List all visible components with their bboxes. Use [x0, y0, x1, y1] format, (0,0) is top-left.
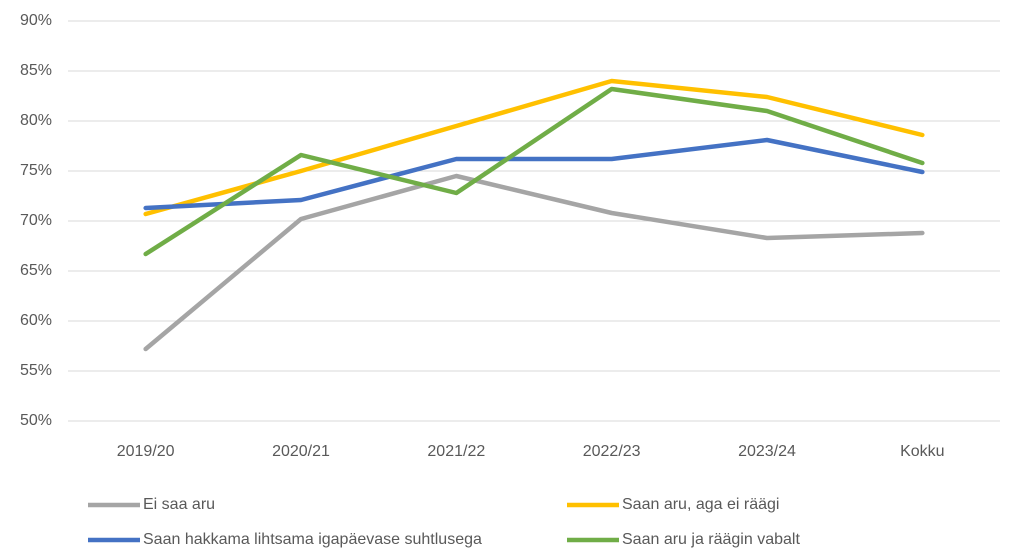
x-tick-label: 2020/21: [272, 443, 330, 460]
y-tick-label: 65%: [20, 262, 52, 279]
y-tick-label: 60%: [20, 312, 52, 329]
x-tick-label: 2023/24: [738, 443, 796, 460]
x-tick-label: Kokku: [900, 443, 944, 460]
y-tick-label: 85%: [20, 62, 52, 79]
legend-label: Saan aru, aga ei räägi: [622, 496, 779, 513]
y-tick-label: 70%: [20, 212, 52, 229]
series-line: [143, 78, 925, 217]
legend-label: Ei saa aru: [143, 496, 215, 513]
x-tick-label: 2022/23: [583, 443, 641, 460]
y-tick-label: 50%: [20, 412, 52, 429]
x-tick-label: 2019/20: [117, 443, 175, 460]
y-tick-label: 75%: [20, 162, 52, 179]
series-line: [143, 173, 925, 352]
x-tick-label: 2021/22: [427, 443, 485, 460]
y-tick-label: 90%: [20, 12, 52, 29]
series-line: [143, 137, 925, 211]
series-line: [143, 86, 925, 257]
legend-label: Saan aru ja räägin vabalt: [622, 531, 800, 548]
y-tick-label: 55%: [20, 362, 52, 379]
y-tick-label: 80%: [20, 112, 52, 129]
legend-label: Saan hakkama lihtsama igapäevase suhtlus…: [143, 531, 482, 548]
